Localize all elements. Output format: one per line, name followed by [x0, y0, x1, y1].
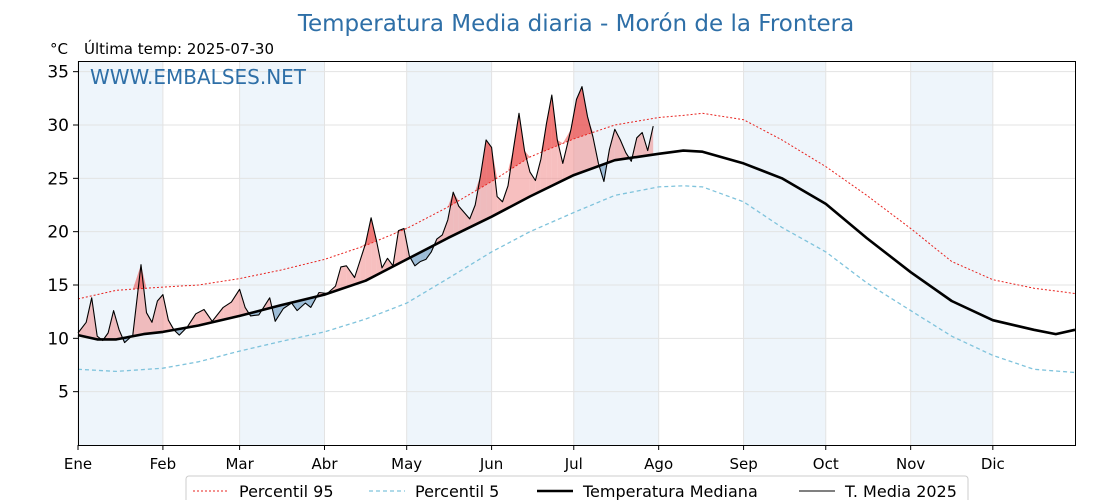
- above-median-fill: [231, 289, 240, 318]
- x-tick-label: Nov: [896, 455, 925, 473]
- legend-label-actual: T. Media 2025: [844, 482, 957, 500]
- above-median-fill: [398, 228, 404, 264]
- above-median-fill: [475, 175, 481, 225]
- above-median-fill: [360, 243, 366, 283]
- above-median-fill: [614, 129, 621, 161]
- y-tick-label: 25: [47, 169, 69, 189]
- above-median-fill: [469, 205, 476, 228]
- above-median-fill: [609, 129, 615, 163]
- y-tick-label: 30: [47, 116, 69, 136]
- month-shading: [78, 61, 993, 445]
- above-median-fill: [571, 99, 577, 177]
- legend: Percentil 95 Percentil 5 Temperatura Media…: [185, 475, 969, 500]
- above-median-fill: [502, 185, 508, 211]
- plot-frame: [78, 61, 1076, 446]
- y-tick-label: 5: [58, 383, 69, 403]
- above-median-fill: [535, 159, 541, 194]
- above-median-fill: [162, 294, 169, 332]
- above-median-fill: [239, 289, 246, 316]
- x-axis-ticks: Ene Feb Mar Abr May Jun Jul Ago Sep Oct Nov Dic: [64, 445, 1005, 473]
- x-tick-label: Jul: [564, 455, 583, 473]
- above-median-fill: [146, 312, 152, 334]
- y-axis-ticks: 5 10 15 20 25 30 35: [47, 63, 78, 403]
- watermark: WWW.EMBALSES.NET: [90, 65, 307, 89]
- above-p95-fill: [576, 86, 582, 138]
- series-line-p5: [77, 185, 1076, 374]
- legend-label-p5: Percentil 5: [415, 482, 499, 500]
- x-tick-label: Jun: [479, 455, 503, 473]
- legend-label-p95: Percentil 95: [239, 482, 334, 500]
- month-shade-band: [910, 61, 993, 445]
- above-p95-fill: [141, 264, 147, 289]
- chart-title: Temperatura Media diaria - Morón de la F…: [297, 11, 854, 37]
- above-median-fill: [557, 139, 563, 184]
- x-tick-label: Dic: [981, 455, 1005, 473]
- above-median-fill: [113, 310, 120, 340]
- x-tick-label: Ene: [64, 455, 92, 473]
- above-median-fill: [562, 129, 571, 181]
- above-median-fill: [371, 217, 377, 278]
- y-tick-label: 15: [47, 276, 69, 296]
- above-median-fill: [447, 192, 454, 239]
- above-median-fill: [464, 212, 470, 231]
- y-tick-label: 10: [47, 329, 69, 349]
- above-median-fill: [519, 113, 525, 203]
- above-median-fill: [582, 86, 588, 173]
- above-median-fill: [195, 309, 204, 326]
- above-median-fill: [141, 264, 147, 335]
- legend-box: [185, 475, 969, 500]
- above-median-fill: [491, 147, 498, 217]
- above-p95-fill: [447, 192, 454, 208]
- above-median-fill: [513, 113, 519, 206]
- above-median-fill: [78, 322, 87, 337]
- above-median-fill: [458, 206, 465, 233]
- above-median-fill: [636, 132, 643, 157]
- above-p95-fill: [403, 227, 410, 230]
- month-shade-band: [78, 61, 163, 445]
- above-median-fill: [620, 139, 626, 160]
- above-median-fill: [340, 265, 347, 290]
- above-median-fill: [480, 139, 487, 223]
- y-tick-label: 35: [47, 63, 69, 83]
- x-tick-label: Abr: [312, 455, 339, 473]
- x-tick-label: Oct: [813, 455, 839, 473]
- above-median-fill: [157, 294, 163, 333]
- series-line-p95: [77, 112, 1076, 300]
- above-median-fill: [551, 95, 558, 186]
- above-median-fill: [86, 297, 92, 339]
- series-line-actual: [77, 86, 654, 344]
- last-temp-label: Última temp: 2025-07-30: [84, 39, 274, 58]
- above-median-fill: [486, 139, 492, 220]
- above-median-fill: [365, 217, 372, 281]
- above-median-fill: [529, 171, 536, 197]
- above-p95-fill: [546, 95, 552, 151]
- legend-label-median: Temperatura Mediana: [582, 482, 758, 500]
- above-median-fill: [346, 265, 355, 288]
- y-axis-unit-label: °C: [50, 40, 68, 58]
- x-tick-label: May: [391, 455, 422, 473]
- above-p95-fill: [582, 86, 588, 137]
- above-p95-fill: [475, 175, 481, 192]
- x-tick-label: Sep: [729, 455, 757, 473]
- above-median-fill: [508, 148, 514, 208]
- above-median-fill: [540, 123, 547, 192]
- month-shade-band: [239, 61, 325, 445]
- month-shade-band: [743, 61, 826, 445]
- x-tick-label: Mar: [225, 455, 254, 473]
- above-p95-fill: [486, 139, 492, 185]
- above-median-fill: [524, 150, 530, 200]
- x-tick-label: Feb: [150, 455, 177, 473]
- series-lines: [77, 86, 1076, 374]
- above-p95-fill: [513, 113, 519, 168]
- y-tick-label: 20: [47, 223, 69, 243]
- above-median-fill: [587, 116, 593, 171]
- above-median-fill: [576, 86, 582, 175]
- x-tick-label: Ago: [644, 455, 673, 473]
- above-median-fill: [152, 301, 158, 334]
